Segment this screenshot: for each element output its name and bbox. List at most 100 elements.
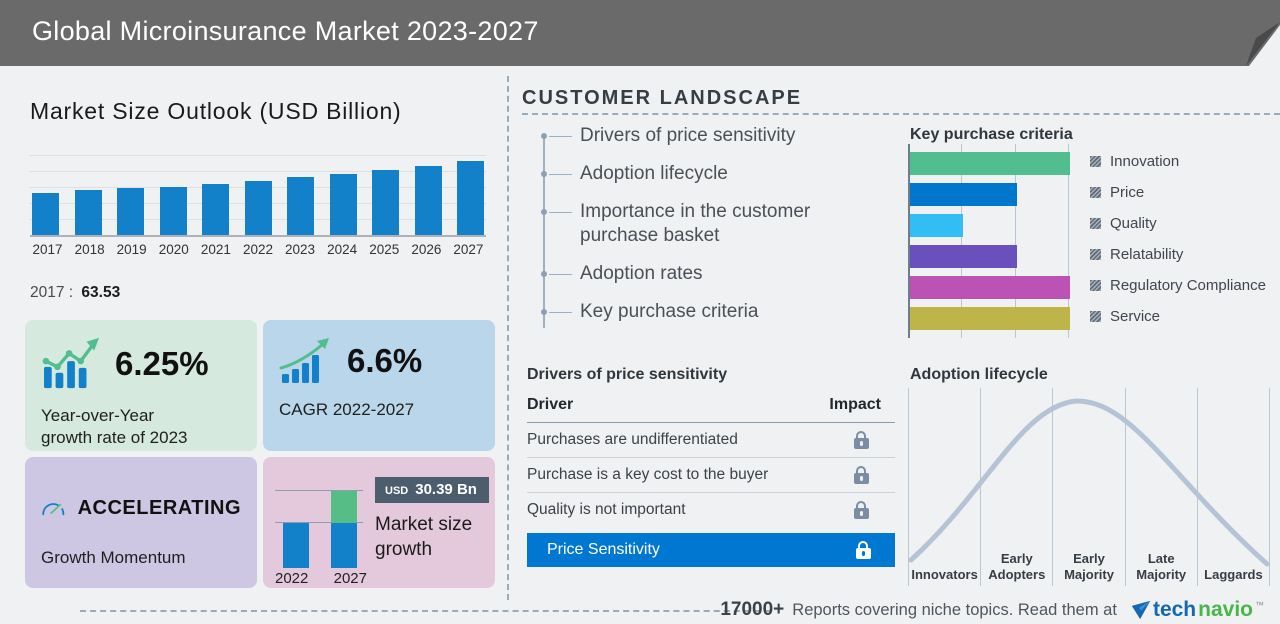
market-bar-2025 — [372, 170, 399, 235]
cagr-value: 6.6% — [347, 342, 423, 379]
stage-label-laggards: Laggards — [1204, 566, 1263, 582]
market-bar-2019 — [117, 188, 144, 235]
kpc-chart — [908, 144, 1070, 338]
adoption-lifecycle-chart: Innovators Early Adopters Early Majority La… — [908, 388, 1271, 586]
driver-label: Purchases are undifferentiated — [527, 431, 738, 448]
vertical-divider — [507, 76, 509, 600]
kpc-bar-relatability — [910, 245, 1017, 268]
mini-label-2027: 2027 — [333, 570, 367, 587]
base-year: 2017 — [30, 284, 65, 301]
customer-landscape-list: Drivers of price sensitivity Adoption lif… — [540, 124, 888, 338]
momentum-status: ACCELERATING — [77, 496, 241, 519]
base-year-callout: 2017 : 63.53 — [30, 284, 120, 302]
year-label-2025: 2025 — [369, 242, 400, 257]
year-label-2022: 2022 — [242, 242, 273, 257]
lock-icon — [856, 541, 871, 559]
usd-value-badge: USD 30.39 Bn — [375, 477, 489, 503]
market-growth-info: USD 30.39 Bn Market size growth — [375, 469, 495, 588]
yoy-growth-value: 6.25% — [115, 345, 209, 382]
mini-bar-2022 — [283, 523, 309, 568]
landscape-item-key-purchase-criteria: Key purchase criteria — [540, 300, 888, 324]
mini-gridline-base — [275, 522, 363, 523]
badge-currency: USD — [385, 485, 409, 497]
landscape-item-adoption-lifecycle: Adoption lifecycle — [540, 162, 888, 186]
mini-label-2022: 2022 — [275, 570, 309, 587]
market-bar-2024 — [329, 174, 357, 235]
year-label-2024: 2024 — [327, 242, 358, 257]
legend-swatch-icon — [1090, 311, 1101, 322]
market-growth-card: 2022 2027 USD 30.39 Bn Market size growt… — [263, 457, 495, 588]
legend-item-service: Service — [1090, 305, 1280, 328]
base-separator: : — [68, 284, 74, 301]
yoy-growth-label: Year-over-Year growth rate of 2023 — [41, 405, 241, 450]
price-sensitivity-label: Price Sensitivity — [547, 541, 660, 558]
kpc-gridline-3 — [1068, 144, 1069, 338]
year-label-2020: 2020 — [158, 242, 189, 257]
mini-bar-2027 — [331, 491, 357, 568]
kpc-gridline-1 — [961, 144, 963, 338]
brand-navio: navio — [1198, 598, 1253, 621]
base-value: 63.53 — [81, 284, 121, 301]
adoption-stages: Innovators Early Adopters Early Majority La… — [908, 388, 1271, 586]
legend-label-service: Service — [1110, 308, 1161, 325]
stage-column-early-adopters: Early Adopters — [980, 388, 1052, 586]
stage-label-late-majority: Late Majority — [1136, 550, 1187, 582]
legend-item-price: Price — [1090, 181, 1280, 204]
kpc-bar-price — [910, 183, 1017, 206]
stage-label-early-adopters: Early Adopters — [988, 550, 1046, 582]
legend-item-innovation: Innovation — [1090, 150, 1280, 173]
market-size-bars — [30, 140, 486, 237]
kpc-bar-regulatory-compliance — [910, 276, 1070, 299]
driver-label: Quality is not important — [527, 501, 686, 518]
landscape-item-importance-in-the-customer-purchase-basket: Importance in the customer purchase bask… — [540, 200, 888, 248]
market-size-xlabels: 2017 2018 2019 2020 2021 2022 2023 2024 2025 2026… — [30, 242, 486, 257]
mini-bar-2027-growth — [331, 491, 357, 523]
stage-column-early-majority: Early Majority — [1052, 388, 1124, 586]
bar-trend-icon — [42, 337, 100, 389]
footer: 17000+ Reports covering niche topics. Re… — [720, 596, 1264, 624]
year-label-2018: 2018 — [74, 242, 105, 257]
drivers-title: Drivers of price sensitivity — [527, 366, 728, 383]
stage-label-early-majority: Early Majority — [1064, 550, 1114, 582]
landscape-item-adoption-rates: Adoption rates — [540, 262, 888, 286]
technavio-logo[interactable]: tech navio ™ — [1131, 598, 1264, 622]
year-label-2017: 2017 — [32, 242, 63, 257]
legend-item-regulatory-compliance: Regulatory Compliance — [1090, 274, 1280, 297]
market-bar-2027 — [457, 161, 484, 235]
driver-row-quality-is-not-important: Quality is not important — [527, 493, 895, 527]
report-count: 17000+ — [720, 599, 785, 620]
legend-item-quality: Quality — [1090, 212, 1280, 235]
year-label-2023: 2023 — [285, 242, 316, 257]
yoy-growth-label-line1: Year-over-Year — [41, 406, 155, 425]
kpc-bar-quality — [910, 214, 964, 237]
page-fold-corner-icon — [1246, 22, 1280, 66]
lock-icon — [854, 501, 869, 519]
footer-dashed-line — [80, 610, 770, 612]
lock-icon — [854, 466, 869, 484]
drivers-col-driver: Driver — [527, 396, 574, 413]
legend-swatch-icon — [1090, 249, 1101, 260]
brand-tech: tech — [1152, 598, 1197, 621]
stat-cards: 6.25% Year-over-Year growth rate of 2023… — [25, 320, 495, 588]
legend-swatch-icon — [1090, 218, 1101, 229]
legend-swatch-icon — [1090, 280, 1101, 291]
mini-gridline-top — [275, 490, 363, 491]
market-bar-2026 — [414, 166, 442, 235]
adoption-lifecycle-title: Adoption lifecycle — [910, 366, 1048, 383]
market-growth-label: Market size growth — [375, 514, 473, 560]
momentum-card: ACCELERATING Growth Momentum — [25, 457, 257, 588]
kpc-bar-service — [910, 307, 1070, 330]
year-label-2021: 2021 — [200, 242, 231, 257]
legend-label-price: Price — [1110, 184, 1145, 201]
key-purchase-criteria-title: Key purchase criteria — [910, 126, 1073, 143]
momentum-label: Growth Momentum — [41, 548, 186, 567]
market-bar-2023 — [287, 177, 314, 235]
kpc-bar-innovation — [910, 152, 1070, 175]
mini-bar-2027-base — [331, 523, 357, 568]
badge-value: 30.39 Bn — [415, 481, 477, 498]
market-size-title: Market Size Outlook (USD Billion) — [30, 98, 402, 124]
cagr-card: 6.6% CAGR 2022-2027 — [263, 320, 495, 451]
stage-column-laggards: Laggards — [1196, 388, 1271, 586]
drivers-table: Driver Impact Purchases are undifferenti… — [527, 394, 895, 567]
